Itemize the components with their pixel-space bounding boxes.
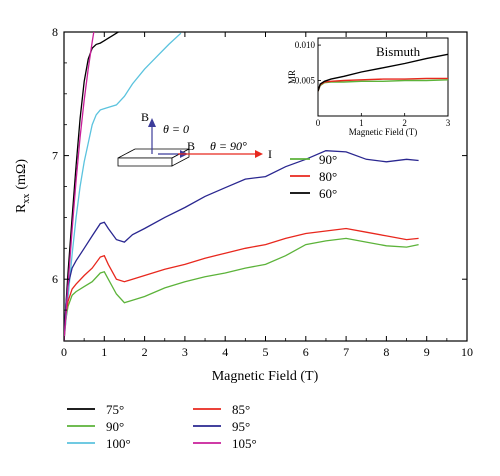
y-axis-label-main: R: [14, 203, 29, 213]
y-tick-label-2: 8: [52, 25, 58, 39]
x-tick-label-2: 2: [142, 345, 148, 359]
inset-title: Bismuth: [376, 44, 421, 59]
inset-x-tick-label-3: 3: [446, 118, 451, 128]
y-axis-label: Rxx (mΩ): [14, 159, 32, 213]
inset-y-tick-label-0: 0.005: [295, 76, 316, 86]
x-axis-ticks: 0 1 2 3 4 5 6 7 8 9 10: [61, 32, 473, 359]
x-axis-label: Magnetic Field (T): [212, 369, 319, 384]
inset-x-label: Magnetic Field (T): [349, 127, 417, 137]
series-line-0: [64, 32, 120, 341]
series-line-2: [64, 32, 182, 341]
inline-label-90: 90°: [319, 152, 337, 167]
inset-x-ticks: 0 1 2 3: [316, 113, 451, 128]
legend-label-0: 75°: [106, 402, 124, 417]
x-tick-label-9: 9: [424, 345, 430, 359]
legend: 75° 85° 90° 95° 100° 105°: [67, 402, 257, 451]
y-axis-label-sub: xx: [21, 194, 32, 204]
main-series-layer: [64, 32, 419, 341]
x-tick-label-0: 0: [61, 345, 67, 359]
inset-y-tick-label-1: 0.010: [295, 40, 316, 50]
sample-diagram: B θ = 0 B θ = 90° I: [117, 110, 272, 167]
inset-chart: 0 1 2 3 0.005 0.010 Bismuth Magnetic Field (…: [287, 37, 460, 137]
current-arrowhead: [255, 150, 263, 158]
legend-label-2: 90°: [106, 419, 124, 434]
inset-y-label: MR: [287, 70, 297, 84]
inline-angle-labels: 90° 80° 60°: [290, 152, 337, 201]
x-tick-label-4: 4: [222, 345, 228, 359]
x-tick-label-5: 5: [263, 345, 269, 359]
b-horizontal-label: B: [187, 139, 195, 153]
legend-label-4: 100°: [106, 436, 131, 451]
theta-ninety-label: θ = 90°: [210, 139, 247, 153]
y-tick-label-1: 7: [52, 149, 58, 163]
b-vertical-label: B: [141, 110, 149, 124]
y-axis-label-unit: (mΩ): [14, 159, 29, 190]
inset-series-layer: [318, 53, 448, 92]
y-tick-label-0: 6: [52, 272, 58, 286]
legend-label-1: 85°: [232, 402, 250, 417]
legend-label-5: 105°: [232, 436, 257, 451]
series-line-1: [64, 237, 419, 341]
x-tick-label-6: 6: [303, 345, 309, 359]
inline-label-80: 80°: [319, 169, 337, 184]
legend-label-3: 95°: [232, 419, 250, 434]
x-tick-label-10: 10: [461, 345, 473, 359]
inset-x-tick-label-0: 0: [316, 118, 321, 128]
x-tick-label-8: 8: [383, 345, 389, 359]
b-vertical-arrowhead: [148, 118, 156, 127]
current-label: I: [268, 147, 272, 161]
theta-zero-label: θ = 0: [163, 122, 189, 136]
inset-series-line-2: [318, 53, 448, 92]
x-tick-label-7: 7: [343, 345, 349, 359]
sample-slab-front: [117, 157, 173, 167]
series-line-3: [64, 227, 419, 341]
inset-x-tick-label-1: 1: [359, 118, 364, 128]
series-line-4: [64, 150, 419, 341]
x-tick-label-1: 1: [101, 345, 107, 359]
inset-x-tick-label-2: 2: [402, 118, 407, 128]
series-line-5: [64, 32, 95, 341]
x-tick-label-3: 3: [182, 345, 188, 359]
inset-frame: [317, 37, 449, 117]
inset-y-ticks: 0.005 0.010: [295, 40, 321, 86]
inline-label-60: 60°: [319, 186, 337, 201]
y-axis-ticks: 6 7 8: [52, 25, 467, 311]
